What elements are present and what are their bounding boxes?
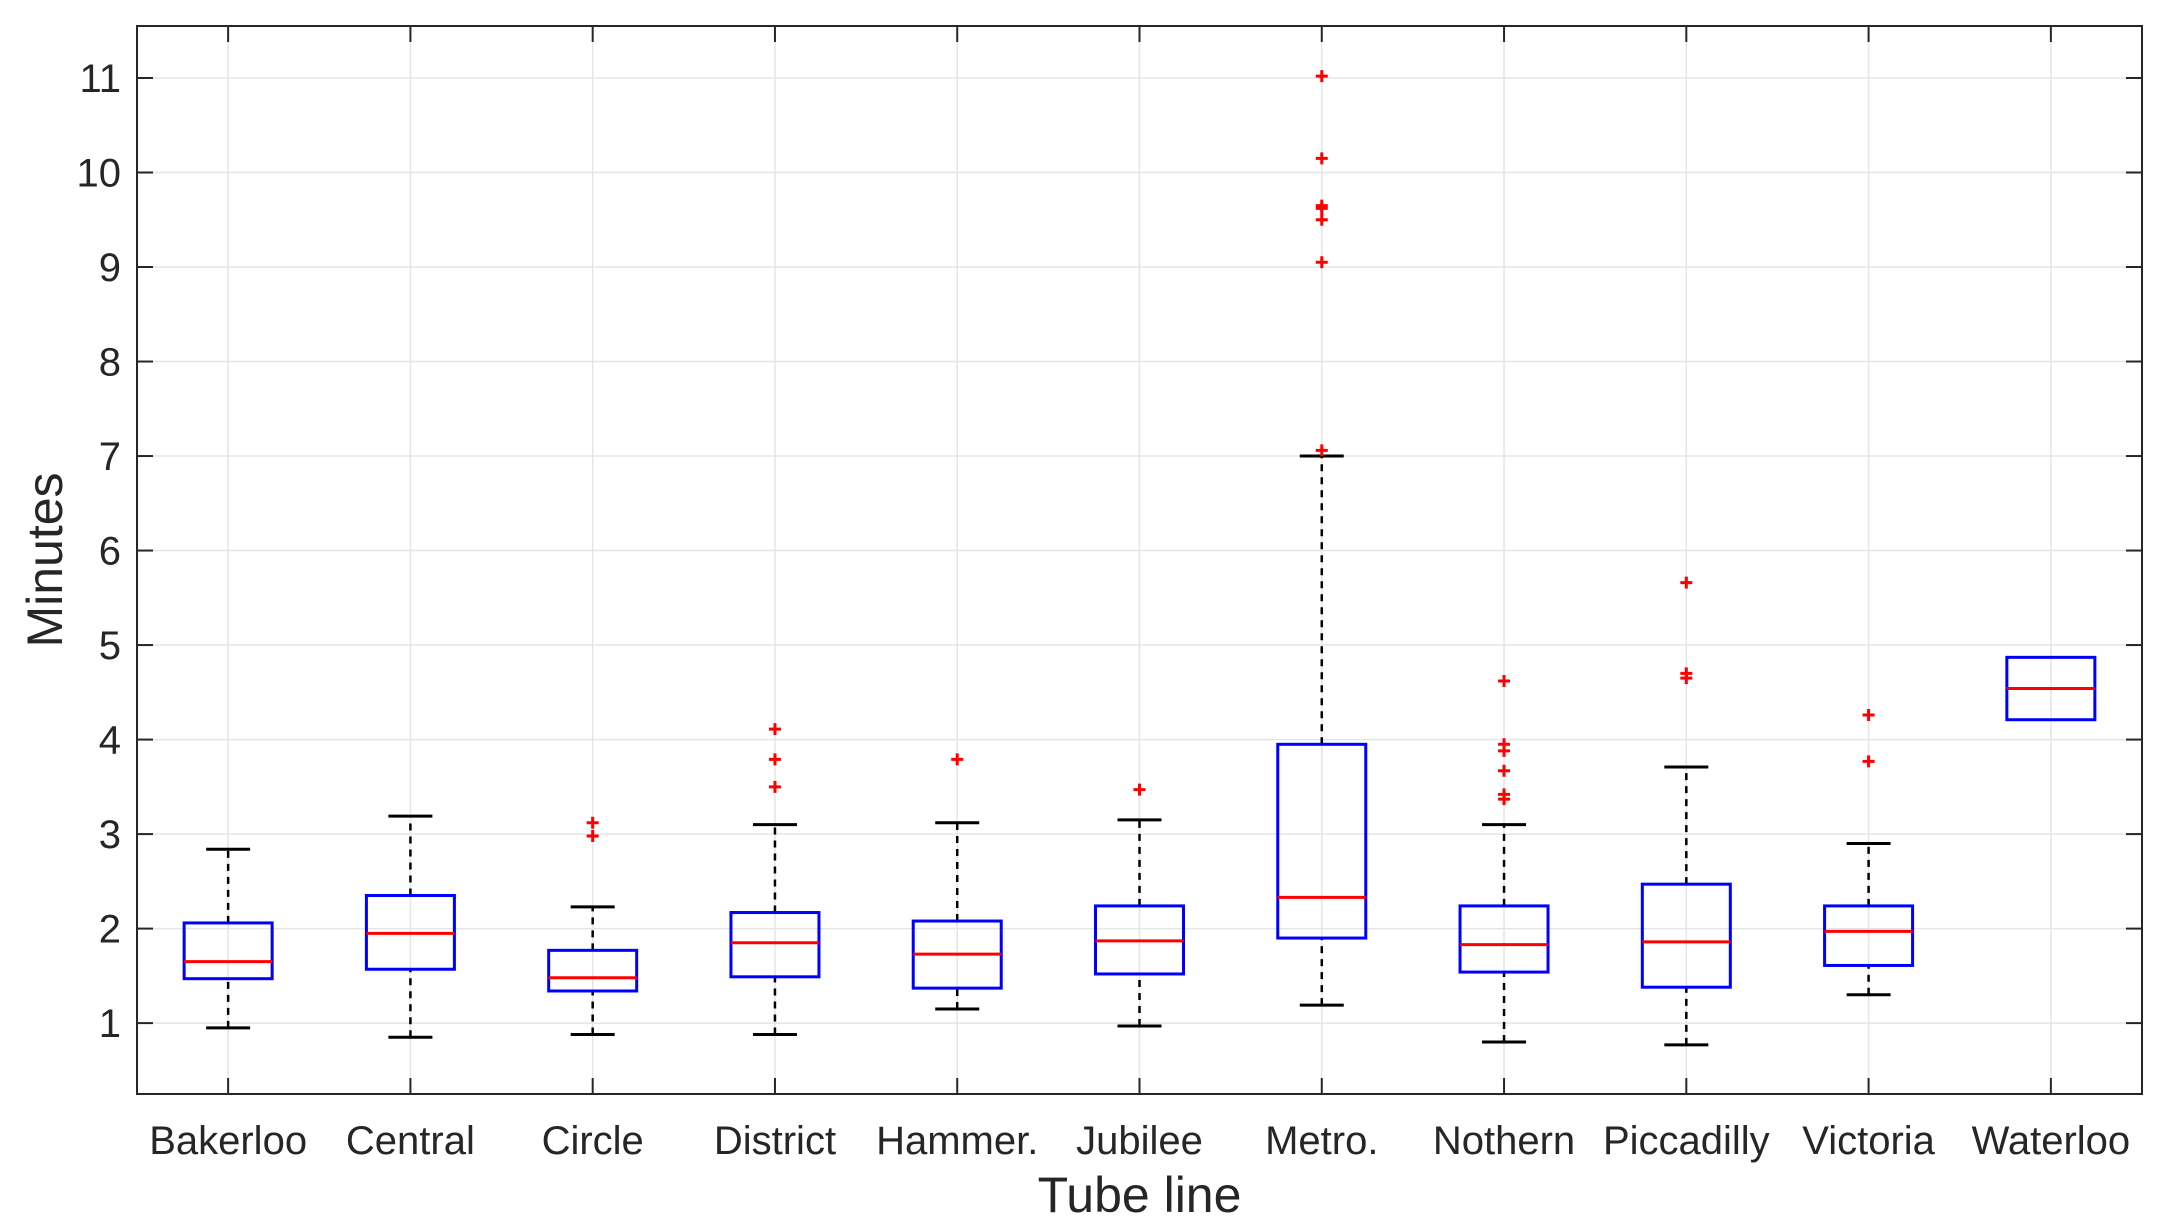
outlier-marker	[1862, 755, 1875, 768]
x-tick-label: Jubilee	[1076, 1119, 1203, 1163]
outlier-marker	[1680, 576, 1693, 589]
outlier-marker	[1680, 667, 1693, 680]
boxes	[182, 70, 2097, 1047]
x-tick-label: Central	[346, 1119, 475, 1163]
x-tick-label: Victoria	[1802, 1119, 1935, 1163]
box-nothern	[1458, 674, 1550, 1044]
outlier-marker	[1498, 764, 1511, 777]
box-district	[729, 723, 821, 1036]
y-tick-label: 6	[99, 530, 121, 574]
iqr-box	[1640, 882, 1732, 989]
outlier-marker	[1498, 674, 1511, 687]
outlier-marker	[951, 753, 964, 766]
x-tick-label: Piccadilly	[1603, 1119, 1770, 1163]
y-tick-label: 7	[99, 435, 121, 479]
x-tick-label: Hammer.	[876, 1119, 1038, 1163]
y-tick-label: 1	[99, 1002, 121, 1046]
box-hammer	[911, 753, 1003, 1011]
box-piccadilly	[1640, 576, 1732, 1047]
y-tick-label: 2	[99, 908, 121, 952]
x-tick-label: Waterloo	[1972, 1119, 2131, 1163]
outlier-marker	[1862, 709, 1875, 722]
y-tick-label: 5	[99, 624, 121, 668]
x-tick-label: Circle	[542, 1119, 644, 1163]
box-central	[364, 814, 456, 1039]
outlier-marker	[768, 753, 781, 766]
outlier-marker	[1315, 199, 1328, 212]
outlier-marker	[586, 816, 599, 829]
y-tick-label: 11	[79, 57, 121, 101]
y-tick-label: 3	[99, 813, 121, 857]
iqr-box	[1276, 742, 1368, 940]
outlier-marker	[1315, 256, 1328, 269]
ticks: 1 2 3 4 5 6 7 8 9 10 11 Bakerloo Central Circle Distri…	[77, 26, 2142, 1163]
y-tick-label: 8	[99, 341, 121, 385]
iqr-box	[547, 948, 639, 993]
box-metro	[1276, 70, 1368, 1007]
iqr-box	[729, 911, 821, 979]
iqr-box	[1458, 904, 1550, 974]
outlier-marker	[1315, 152, 1328, 165]
outlier-marker	[1315, 70, 1328, 83]
outlier-marker	[1498, 738, 1511, 751]
outlier-marker	[768, 723, 781, 736]
outlier-marker	[586, 829, 599, 842]
x-tick-label: Metro.	[1265, 1119, 1378, 1163]
y-tick-label: 10	[77, 151, 122, 195]
x-tick-label: Nothern	[1433, 1119, 1575, 1163]
iqr-box	[1823, 904, 1915, 967]
iqr-box	[182, 921, 274, 981]
x-tick-label: District	[714, 1119, 836, 1163]
x-tick-label: Bakerloo	[149, 1119, 307, 1163]
outlier-marker	[1315, 213, 1328, 226]
box-waterloo	[2005, 655, 2097, 722]
y-tick-label: 9	[99, 246, 121, 290]
box-bakerloo	[182, 847, 274, 1030]
outlier-marker	[1315, 444, 1328, 457]
outlier-marker	[1498, 788, 1511, 801]
box-circle	[547, 816, 639, 1036]
box-jubilee	[1094, 783, 1185, 1028]
outlier-marker	[768, 780, 781, 793]
y-tick-label: 4	[99, 719, 121, 763]
x-axis-title: Tube line	[1038, 1167, 1242, 1223]
y-axis-title: Minutes	[17, 472, 73, 647]
outlier-marker	[1133, 783, 1146, 796]
box-victoria	[1823, 709, 1915, 997]
